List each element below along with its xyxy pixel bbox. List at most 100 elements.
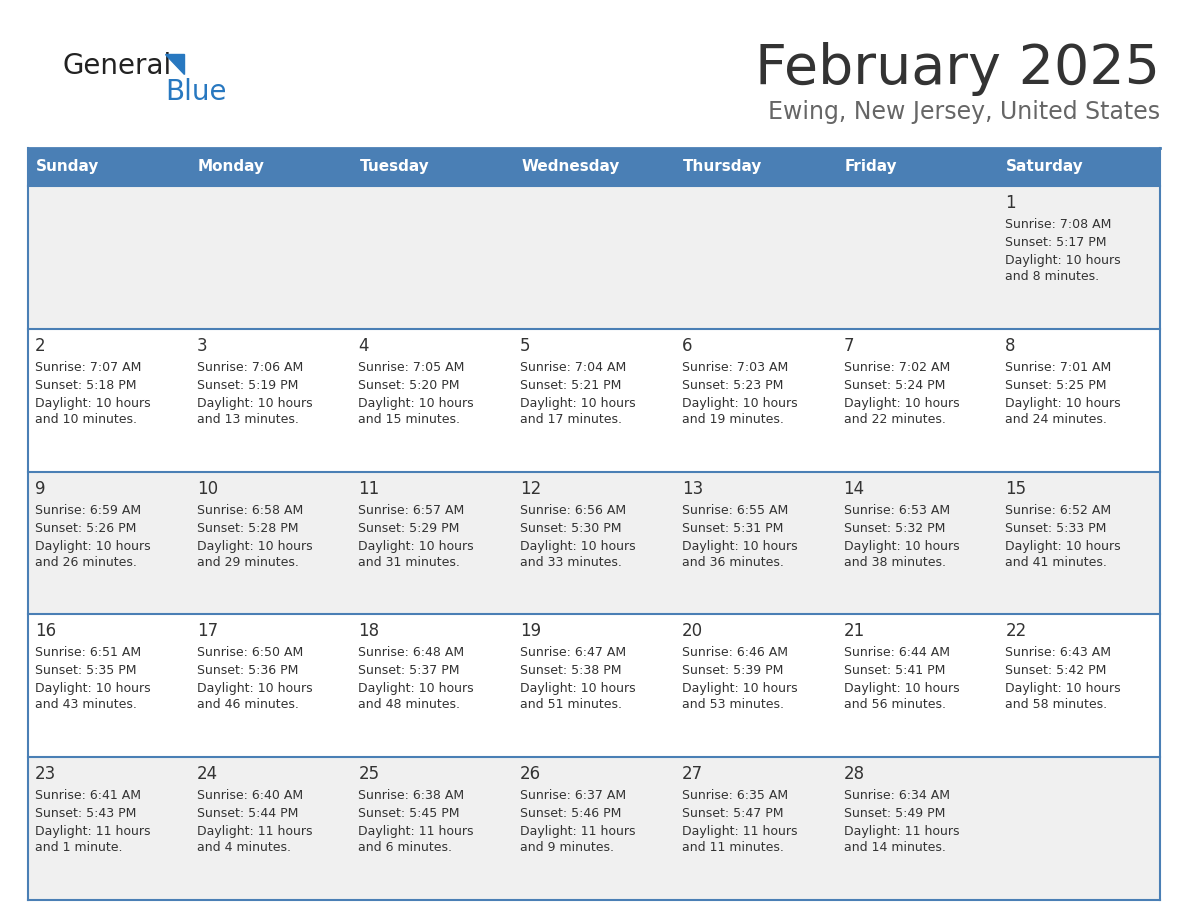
Bar [998,329,1159,472]
Text: Daylight: 11 hours: Daylight: 11 hours [520,825,636,838]
Text: 13: 13 [682,479,703,498]
Text: 22: 22 [1005,622,1026,641]
Bar [998,614,1159,757]
Bar [190,472,352,614]
Text: and 17 minutes.: and 17 minutes. [520,413,623,426]
Bar [352,329,513,472]
Bar [836,186,998,329]
Text: and 53 minutes.: and 53 minutes. [682,699,784,711]
Text: Sunset: 5:24 PM: Sunset: 5:24 PM [843,379,944,392]
Polygon shape [165,54,184,74]
Text: 17: 17 [197,622,217,641]
Bar [675,148,836,186]
Text: Sunset: 5:43 PM: Sunset: 5:43 PM [34,807,137,820]
Text: and 19 minutes.: and 19 minutes. [682,413,784,426]
Bar [29,329,190,472]
Text: Sunrise: 7:07 AM: Sunrise: 7:07 AM [34,361,141,374]
Text: Daylight: 10 hours: Daylight: 10 hours [682,397,797,409]
Text: Daylight: 11 hours: Daylight: 11 hours [843,825,959,838]
Text: Sunset: 5:26 PM: Sunset: 5:26 PM [34,521,137,534]
Text: 8: 8 [1005,337,1016,354]
Text: Sunset: 5:31 PM: Sunset: 5:31 PM [682,521,783,534]
Bar [190,614,352,757]
Text: Sunset: 5:32 PM: Sunset: 5:32 PM [843,521,944,534]
Text: and 8 minutes.: and 8 minutes. [1005,270,1099,283]
Text: 12: 12 [520,479,542,498]
Bar [836,757,998,900]
Text: Sunset: 5:49 PM: Sunset: 5:49 PM [843,807,944,820]
Text: Sunrise: 6:37 AM: Sunrise: 6:37 AM [520,789,626,802]
Bar [352,148,513,186]
Bar [675,472,836,614]
Text: and 6 minutes.: and 6 minutes. [359,841,453,855]
Bar [513,148,675,186]
Text: 26: 26 [520,766,542,783]
Text: Sunset: 5:36 PM: Sunset: 5:36 PM [197,665,298,677]
Text: Sunrise: 7:05 AM: Sunrise: 7:05 AM [359,361,465,374]
Text: and 33 minutes.: and 33 minutes. [520,555,623,568]
Text: Tuesday: Tuesday [360,160,429,174]
Text: 27: 27 [682,766,703,783]
Bar [352,472,513,614]
Bar [29,148,190,186]
Text: Sunset: 5:46 PM: Sunset: 5:46 PM [520,807,621,820]
Bar [513,186,675,329]
Text: Sunrise: 6:56 AM: Sunrise: 6:56 AM [520,504,626,517]
Bar [998,148,1159,186]
Text: Sunrise: 6:52 AM: Sunrise: 6:52 AM [1005,504,1112,517]
Text: and 26 minutes.: and 26 minutes. [34,555,137,568]
Text: 16: 16 [34,622,56,641]
Text: Friday: Friday [845,160,897,174]
Bar [836,614,998,757]
Text: Sunrise: 7:01 AM: Sunrise: 7:01 AM [1005,361,1112,374]
Text: 15: 15 [1005,479,1026,498]
Text: and 48 minutes.: and 48 minutes. [359,699,461,711]
Text: Sunrise: 6:58 AM: Sunrise: 6:58 AM [197,504,303,517]
Text: Sunset: 5:42 PM: Sunset: 5:42 PM [1005,665,1107,677]
Text: 24: 24 [197,766,217,783]
Text: Daylight: 10 hours: Daylight: 10 hours [843,682,959,696]
Bar [998,186,1159,329]
Bar [513,329,675,472]
Text: Sunday: Sunday [36,160,100,174]
Text: and 43 minutes.: and 43 minutes. [34,699,137,711]
Text: Daylight: 11 hours: Daylight: 11 hours [682,825,797,838]
Bar [190,148,352,186]
Text: and 9 minutes.: and 9 minutes. [520,841,614,855]
Text: 4: 4 [359,337,369,354]
Bar [836,329,998,472]
Text: Daylight: 10 hours: Daylight: 10 hours [843,397,959,409]
Text: and 13 minutes.: and 13 minutes. [197,413,298,426]
Text: Sunrise: 6:41 AM: Sunrise: 6:41 AM [34,789,141,802]
Text: 14: 14 [843,479,865,498]
Text: Daylight: 10 hours: Daylight: 10 hours [520,682,636,696]
Text: 5: 5 [520,337,531,354]
Text: Sunset: 5:30 PM: Sunset: 5:30 PM [520,521,621,534]
Bar [513,472,675,614]
Text: and 11 minutes.: and 11 minutes. [682,841,784,855]
Text: 2: 2 [34,337,45,354]
Text: Sunset: 5:18 PM: Sunset: 5:18 PM [34,379,137,392]
Text: Daylight: 10 hours: Daylight: 10 hours [682,682,797,696]
Text: Sunrise: 6:48 AM: Sunrise: 6:48 AM [359,646,465,659]
Text: Sunset: 5:35 PM: Sunset: 5:35 PM [34,665,137,677]
Text: Sunset: 5:41 PM: Sunset: 5:41 PM [843,665,944,677]
Bar [352,757,513,900]
Bar [190,757,352,900]
Text: Sunrise: 6:59 AM: Sunrise: 6:59 AM [34,504,141,517]
Text: 25: 25 [359,766,379,783]
Text: 28: 28 [843,766,865,783]
Text: Daylight: 10 hours: Daylight: 10 hours [197,540,312,553]
Text: Daylight: 10 hours: Daylight: 10 hours [34,540,151,553]
Text: Daylight: 10 hours: Daylight: 10 hours [520,540,636,553]
Text: Daylight: 10 hours: Daylight: 10 hours [197,682,312,696]
Text: Sunrise: 6:53 AM: Sunrise: 6:53 AM [843,504,949,517]
Bar [190,329,352,472]
Text: and 41 minutes.: and 41 minutes. [1005,555,1107,568]
Text: Sunset: 5:25 PM: Sunset: 5:25 PM [1005,379,1107,392]
Text: Sunrise: 6:55 AM: Sunrise: 6:55 AM [682,504,788,517]
Text: Daylight: 10 hours: Daylight: 10 hours [34,682,151,696]
Text: Sunrise: 6:44 AM: Sunrise: 6:44 AM [843,646,949,659]
Text: 21: 21 [843,622,865,641]
Text: Sunrise: 6:35 AM: Sunrise: 6:35 AM [682,789,788,802]
